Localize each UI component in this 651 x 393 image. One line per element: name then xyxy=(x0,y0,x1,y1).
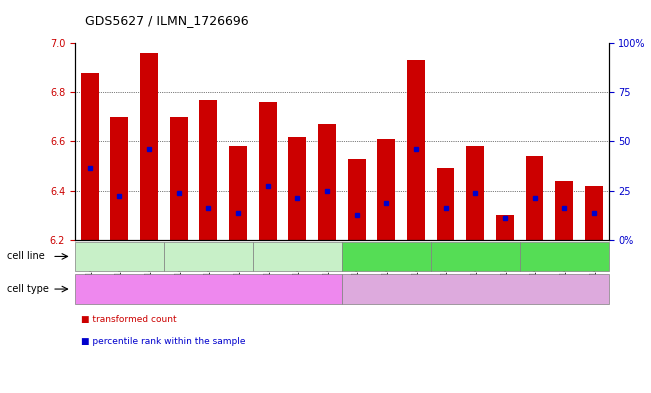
Text: cell type: cell type xyxy=(7,284,48,294)
Text: Panc1005: Panc1005 xyxy=(275,252,320,261)
Bar xyxy=(170,117,187,240)
Bar xyxy=(229,147,247,240)
Bar xyxy=(111,117,128,240)
Bar xyxy=(555,181,573,240)
Bar xyxy=(437,169,454,240)
Bar xyxy=(348,159,365,240)
Bar xyxy=(525,156,544,240)
Text: dasatinib-sensitive pancreatic cancer cells: dasatinib-sensitive pancreatic cancer ce… xyxy=(112,285,305,294)
Text: cell line: cell line xyxy=(7,252,44,261)
Text: ■ transformed count: ■ transformed count xyxy=(81,315,177,324)
Bar xyxy=(288,137,306,240)
Text: MiaPaCa2: MiaPaCa2 xyxy=(453,252,497,261)
Bar xyxy=(378,139,395,240)
Text: Panc0504: Panc0504 xyxy=(186,252,230,261)
Text: GDS5627 / ILMN_1726696: GDS5627 / ILMN_1726696 xyxy=(85,14,248,27)
Text: Panc0403: Panc0403 xyxy=(97,252,141,261)
Text: dasatinib-resistant pancreatic cancer cells: dasatinib-resistant pancreatic cancer ce… xyxy=(379,285,572,294)
Bar xyxy=(318,124,336,240)
Bar xyxy=(585,186,603,240)
Bar xyxy=(81,73,98,240)
Text: SU8686: SU8686 xyxy=(368,252,404,261)
Bar xyxy=(140,53,158,240)
Text: Panc1: Panc1 xyxy=(551,252,577,261)
Bar xyxy=(466,147,484,240)
Bar xyxy=(258,102,277,240)
Bar xyxy=(496,215,514,240)
Bar xyxy=(199,100,217,240)
Text: ■ percentile rank within the sample: ■ percentile rank within the sample xyxy=(81,337,246,345)
Bar xyxy=(407,61,425,240)
